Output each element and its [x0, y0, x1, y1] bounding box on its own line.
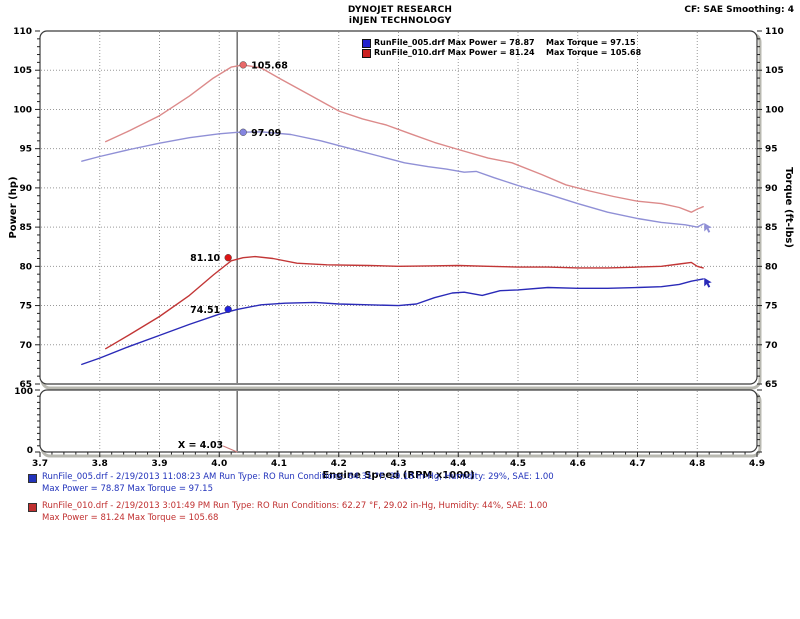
svg-text:75: 75: [19, 302, 32, 312]
svg-text:3.7: 3.7: [32, 459, 48, 469]
svg-text:4.8: 4.8: [689, 459, 705, 469]
run010-maxima: Max Power = 81.24 Max Torque = 105.68: [42, 512, 219, 523]
svg-text:70: 70: [19, 341, 32, 351]
run005-info: RunFile_005.drf - 2/19/2013 11:08:23 AM …: [28, 472, 554, 495]
cursor-leader-line: [222, 445, 238, 453]
svg-text:4.7: 4.7: [630, 459, 646, 469]
header-title: DYNOJET RESEARCH: [347, 5, 453, 15]
axis-ticks: [35, 30, 762, 457]
cursor-value-label: 74.51: [190, 305, 220, 316]
svg-text:3.9: 3.9: [152, 459, 168, 469]
svg-text:3.8: 3.8: [92, 459, 108, 469]
svg-text:4.3: 4.3: [391, 459, 407, 469]
legend-run005-power: RunFile_005.drf Max Power = 78.87: [374, 38, 535, 47]
svg-text:105: 105: [13, 66, 32, 76]
svg-text:4.9: 4.9: [749, 459, 765, 469]
svg-text:4.0: 4.0: [211, 459, 227, 469]
legend-run010-power: RunFile_010.drf Max Power = 81.24: [374, 48, 535, 57]
svg-text:105: 105: [765, 66, 784, 76]
run010-swatch-icon: [362, 48, 371, 58]
correction-smoothing-label: CF: SAE Smoothing: 4: [684, 5, 794, 15]
chart-header: DYNOJET RESEARCH iNJEN TECHNOLOGY: [0, 5, 800, 27]
svg-text:90: 90: [765, 184, 778, 194]
cursor-value-marker: [239, 61, 247, 69]
right-axis-title: Torque (ft-lbs): [783, 167, 794, 248]
cursor-value-marker: [224, 254, 232, 262]
cursor-x-readout: X = 4.03: [178, 440, 223, 451]
cursor-arrow-icon: [704, 222, 712, 233]
svg-text:80: 80: [19, 262, 32, 272]
run005-conditions: RunFile_005.drf - 2/19/2013 11:08:23 AM …: [42, 472, 554, 482]
svg-text:95: 95: [19, 145, 32, 155]
svg-text:4.5: 4.5: [510, 459, 526, 469]
curve-runfile_005-power: [81, 278, 704, 366]
cursor-value-marker: [239, 128, 247, 136]
run010-footer-swatch-icon: [28, 503, 37, 512]
curve-runfile_005-torque: [81, 131, 704, 228]
run010-info: RunFile_010.drf - 2/19/2013 3:01:49 PM R…: [28, 501, 554, 524]
curve-runfile_010-power: [105, 255, 704, 350]
svg-text:4.4: 4.4: [450, 459, 466, 469]
svg-text:75: 75: [765, 302, 778, 312]
svg-text:65: 65: [19, 380, 32, 390]
curve-runfile_010-torque: [105, 64, 704, 213]
x-axis-title: Engine Speed (RPM x1000): [322, 470, 474, 481]
cursor-value-label: 81.10: [190, 253, 220, 264]
svg-text:70: 70: [765, 341, 778, 351]
legend-run005-torque: Max Torque = 97.15: [546, 38, 636, 47]
run010-conditions: RunFile_010.drf - 2/19/2013 3:01:49 PM R…: [42, 501, 548, 511]
run-info-footer: RunFile_005.drf - 2/19/2013 11:08:23 AM …: [28, 472, 554, 530]
run005-maxima: Max Power = 78.87 Max Torque = 97.15: [42, 483, 213, 494]
svg-text:100: 100: [14, 387, 33, 397]
svg-text:80: 80: [765, 262, 778, 272]
legend-entry-run005: RunFile_005.drf Max Power = 78.87 Max To…: [362, 38, 641, 48]
svg-text:90: 90: [19, 184, 32, 194]
svg-text:0: 0: [27, 446, 33, 456]
header-subtitle: iNJEN TECHNOLOGY: [348, 16, 452, 26]
cursor-value-label: 105.68: [251, 60, 288, 71]
svg-text:100: 100: [13, 105, 32, 115]
legend-run010-torque: Max Torque = 105.68: [546, 48, 642, 57]
cursor-value-marker: [224, 305, 232, 314]
cursor-arrow-icon: [704, 277, 712, 288]
svg-text:110: 110: [765, 27, 784, 37]
legend-entry-run010: RunFile_010.drf Max Power = 81.24 Max To…: [362, 48, 641, 58]
cursor-value-label: 97.09: [251, 128, 281, 139]
svg-text:100: 100: [765, 105, 784, 115]
run005-swatch-icon: [362, 38, 371, 48]
axis-tick-labels: 65 65 70 70 75 75 80 80 85 85 90 90 95 95 100 100 105 105…: [13, 27, 784, 469]
legend: RunFile_005.drf Max Power = 78.87 Max To…: [362, 38, 641, 58]
svg-text:4.1: 4.1: [271, 459, 287, 469]
svg-text:4.2: 4.2: [331, 459, 347, 469]
run005-footer-swatch-icon: [28, 474, 37, 483]
svg-text:85: 85: [765, 223, 778, 233]
svg-text:65: 65: [765, 380, 778, 390]
svg-text:95: 95: [765, 145, 778, 155]
svg-text:4.6: 4.6: [570, 459, 586, 469]
svg-text:85: 85: [19, 223, 32, 233]
svg-text:110: 110: [13, 27, 32, 37]
left-axis-title: Power (hp): [8, 176, 19, 238]
